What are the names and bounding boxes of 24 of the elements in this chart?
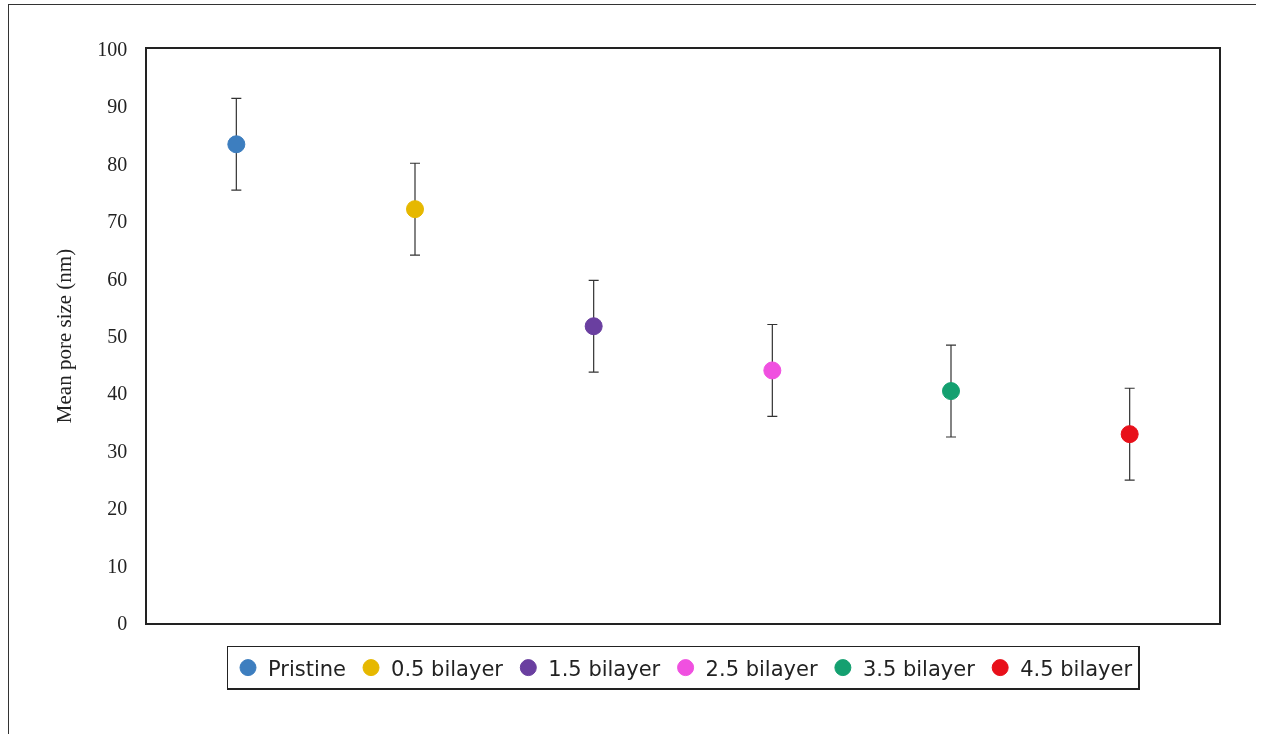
y-axis-title: Mean pore size (nm) (51, 248, 76, 424)
y-tick-label: 90 (107, 95, 128, 118)
y-tick-label: 0 (117, 612, 128, 634)
y-tick-label: 60 (107, 267, 128, 290)
legend-label: 1.5 bilayer (548, 656, 661, 681)
y-tick-label: 20 (107, 497, 128, 520)
point (406, 200, 424, 219)
y-tick-label: 30 (107, 439, 128, 462)
legend-label: 2.5 bilayer (705, 656, 818, 681)
point (227, 135, 246, 154)
legend-label: 4.5 bilayer (1020, 656, 1133, 681)
legend-label: Pristine (268, 656, 347, 681)
y-tick-label: 80 (107, 152, 128, 175)
legend-label: 3.5 bilayer (862, 656, 976, 681)
y-tick-label: 50 (107, 325, 128, 347)
y-tick-label: 100 (97, 38, 128, 60)
legend-label: 0.5 bilayer (391, 656, 504, 681)
point (1120, 425, 1139, 444)
point (584, 317, 603, 336)
y-tick-label: 10 (107, 554, 128, 577)
point (942, 382, 960, 401)
point (763, 361, 782, 380)
y-tick-label: 70 (107, 210, 128, 233)
y-tick-label: 40 (107, 382, 128, 405)
